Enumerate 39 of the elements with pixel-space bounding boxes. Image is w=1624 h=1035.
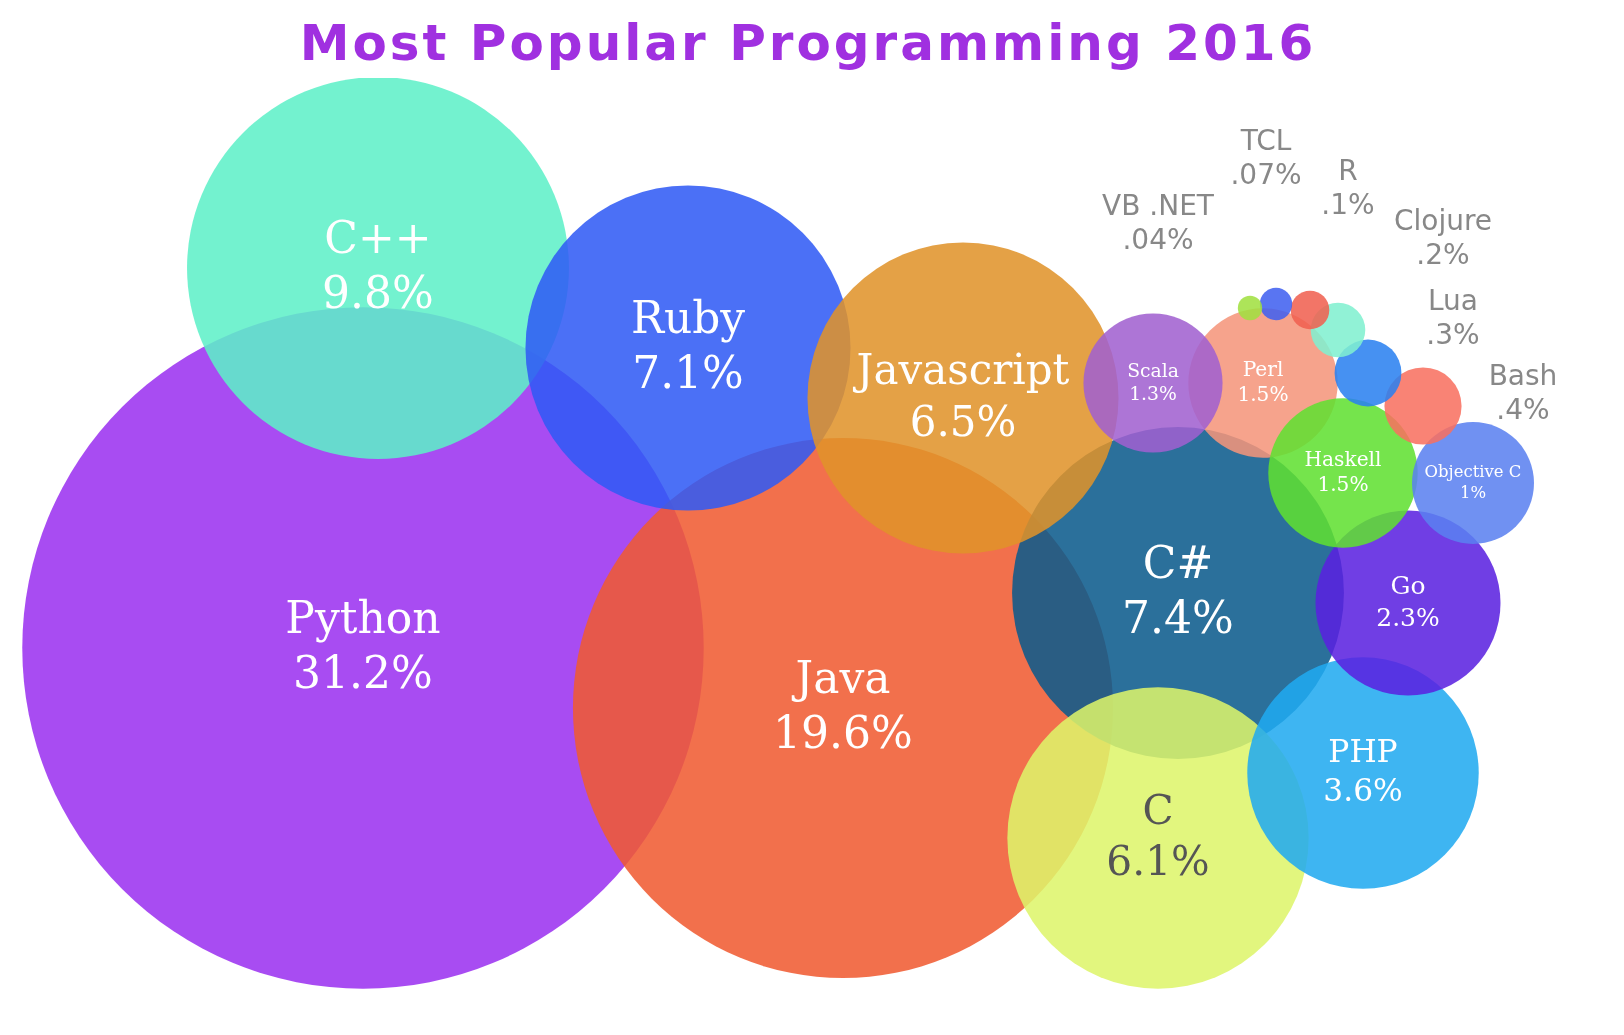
data-label: 31.2% bbox=[293, 647, 433, 699]
data-label: 7.1% bbox=[632, 346, 744, 398]
data-label: .4% bbox=[1496, 393, 1550, 427]
category-label: TCL bbox=[1239, 124, 1292, 158]
data-label: .1% bbox=[1321, 188, 1375, 222]
data-label: 6.1% bbox=[1106, 837, 1210, 886]
data-label: .04% bbox=[1122, 223, 1194, 257]
category-label: Haskell bbox=[1304, 447, 1382, 472]
data-label: 7.4% bbox=[1122, 592, 1234, 644]
data-label: 3.6% bbox=[1323, 772, 1403, 809]
data-label: .3% bbox=[1426, 318, 1480, 352]
category-label: C++ bbox=[324, 212, 432, 264]
category-label: R bbox=[1338, 154, 1358, 188]
category-label: Perl bbox=[1242, 357, 1284, 382]
category-label: Scala bbox=[1127, 359, 1179, 381]
category-label: Bash bbox=[1488, 359, 1558, 393]
data-label: 9.8% bbox=[322, 267, 434, 319]
data-label: 6.5% bbox=[909, 397, 1017, 447]
category-label: Clojure bbox=[1393, 204, 1493, 238]
data-label: 1.5% bbox=[1317, 472, 1369, 497]
data-label: 1.3% bbox=[1129, 383, 1177, 405]
category-label: Objective C bbox=[1424, 462, 1522, 482]
data-label: 19.6% bbox=[773, 707, 913, 759]
category-label: Javascript bbox=[852, 344, 1070, 394]
data-label: 1% bbox=[1459, 482, 1487, 502]
category-label: VB .NET bbox=[1102, 189, 1215, 223]
data-label: .07% bbox=[1230, 158, 1302, 192]
category-label: Python bbox=[285, 592, 441, 644]
data-label: 2.3% bbox=[1376, 602, 1440, 632]
data-label: .2% bbox=[1416, 238, 1470, 272]
category-label: PHP bbox=[1328, 733, 1398, 770]
category-label: Lua bbox=[1427, 284, 1479, 318]
category-label: C bbox=[1142, 786, 1174, 835]
text: Most Popular Programming 2016 bbox=[298, 13, 1318, 74]
category-label: Go bbox=[1390, 571, 1426, 601]
data-label: 1.5% bbox=[1237, 382, 1289, 407]
category-label: C# bbox=[1142, 537, 1214, 589]
category-label: Ruby bbox=[630, 292, 746, 344]
category-label: Java bbox=[791, 652, 891, 704]
